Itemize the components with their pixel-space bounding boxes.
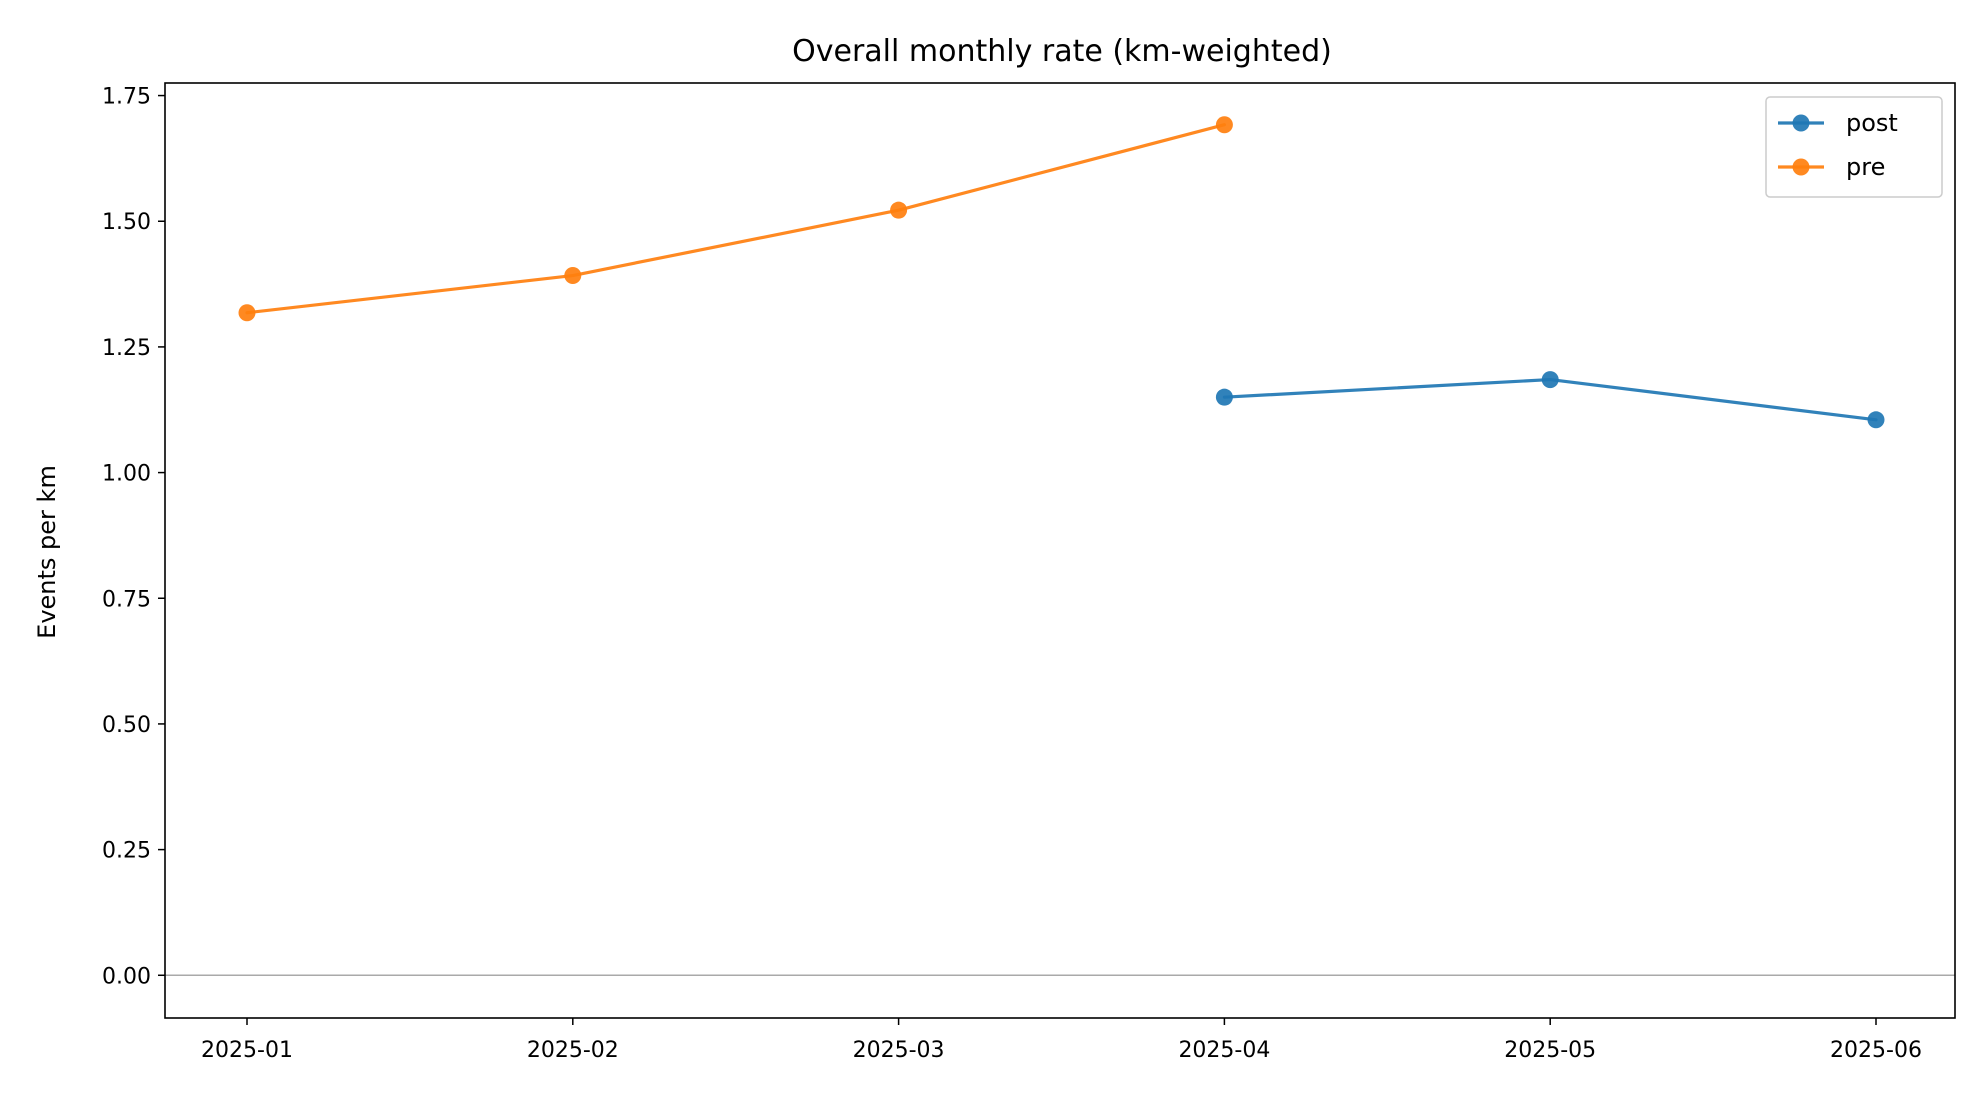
y-tick-label: 1.75 [102,85,151,110]
x-axis: 2025-01 2025-02 2025-03 2025-04 2025-05 2025-… [201,1018,1922,1063]
series-line-pre [245,123,1227,315]
y-tick-label: 1.50 [102,210,151,235]
y-axis: 0.00 0.25 0.50 0.75 1.00 1.25 1.50 1.75 [102,85,165,989]
data-point-post-2025-05 [1541,371,1559,389]
legend-marker-pre [1792,158,1810,176]
x-tick-label: 2025-06 [1830,1038,1922,1063]
data-point-pre-2025-02 [564,267,582,285]
legend: post pre [1765,96,1943,198]
chart-title: Overall monthly rate (km-weighted) [792,34,1332,69]
data-point-pre-2025-04 [1215,116,1233,134]
series-pre [238,116,1233,322]
y-tick-label: 0.75 [102,587,151,612]
y-tick-label: 0.50 [102,713,151,738]
legend-label-post: post [1846,109,1898,137]
data-point-pre-2025-01 [238,304,256,322]
x-tick-label: 2025-02 [527,1038,619,1063]
x-tick-label: 2025-03 [853,1038,945,1063]
series-post [1215,371,1885,429]
data-point-pre-2025-03 [890,201,908,219]
legend-marker-post [1792,114,1810,132]
x-tick-label: 2025-05 [1504,1038,1596,1063]
legend-label-pre: pre [1846,153,1885,181]
series-layer [238,116,1885,429]
axes-frame [164,82,1956,1019]
y-tick-label: 1.00 [102,462,151,487]
y-axis-label: Events per km [33,465,61,639]
data-point-post-2025-06 [1867,411,1885,429]
legend-item-post: post [1778,109,1898,137]
y-tick-label: 0.00 [102,964,151,989]
x-tick-label: 2025-01 [201,1038,293,1063]
y-tick-label: 0.25 [102,839,151,864]
legend-item-pre: pre [1778,153,1885,181]
x-tick-label: 2025-04 [1178,1038,1270,1063]
data-point-post-2025-04 [1215,388,1233,406]
y-tick-label: 1.25 [102,336,151,361]
